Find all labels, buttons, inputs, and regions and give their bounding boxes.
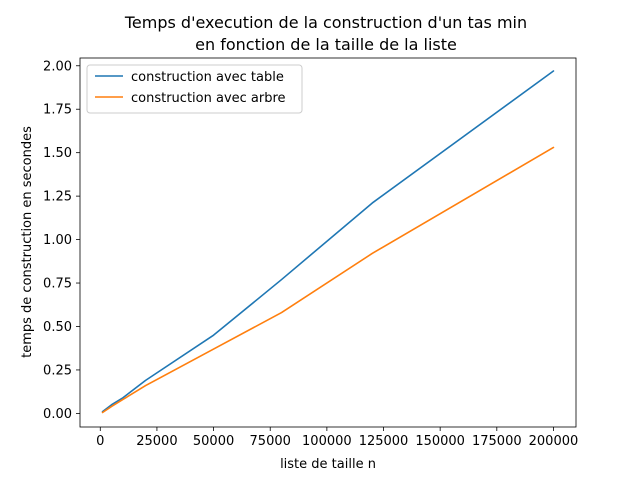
x-tick-label: 75000 — [250, 434, 291, 449]
x-tick-label: 200000 — [529, 434, 579, 449]
series-line-table — [101, 70, 555, 413]
x-tick-label: 100000 — [302, 434, 352, 449]
y-tick-label: 0.00 — [43, 407, 72, 422]
legend-label-arbre: construction avec arbre — [131, 91, 286, 106]
x-tick-label: 150000 — [415, 434, 465, 449]
x-tick-label: 175000 — [472, 434, 522, 449]
x-axis-ticks: 0 25000 50000 75000 100000 125000 150000 175000… — [96, 427, 578, 449]
plot-area — [79, 57, 577, 428]
y-axis-ticks: 0.00 0.25 0.50 0.75 1.00 1.25 1.50 1.75 2.00 — [43, 59, 80, 422]
chart-title-line-1: Temps d'execution de la construction d'u… — [124, 13, 527, 32]
y-axis-label: temps de construction en secondes — [20, 126, 35, 358]
x-tick-label: 50000 — [193, 434, 234, 449]
x-axis-label: liste de taille n — [280, 457, 376, 472]
x-tick-label: 25000 — [136, 434, 177, 449]
legend: construction avec table construction ave… — [86, 64, 303, 114]
series-line-arbre — [101, 146, 555, 414]
series-lines — [101, 70, 555, 414]
chart-title-line-2: en fonction de la taille de la liste — [195, 35, 457, 54]
legend-label-table: construction avec table — [131, 70, 284, 85]
y-tick-label: 1.75 — [43, 103, 72, 118]
y-tick-label: 1.50 — [43, 146, 72, 161]
y-tick-label: 0.75 — [43, 277, 72, 292]
legend-box — [86, 64, 303, 114]
y-tick-label: 1.00 — [43, 233, 72, 248]
y-tick-label: 2.00 — [43, 59, 72, 74]
x-tick-label: 125000 — [359, 434, 409, 449]
y-tick-label: 0.50 — [43, 320, 72, 335]
x-tick-label: 0 — [96, 434, 104, 449]
y-tick-label: 1.25 — [43, 190, 72, 205]
y-tick-label: 0.25 — [43, 363, 72, 378]
